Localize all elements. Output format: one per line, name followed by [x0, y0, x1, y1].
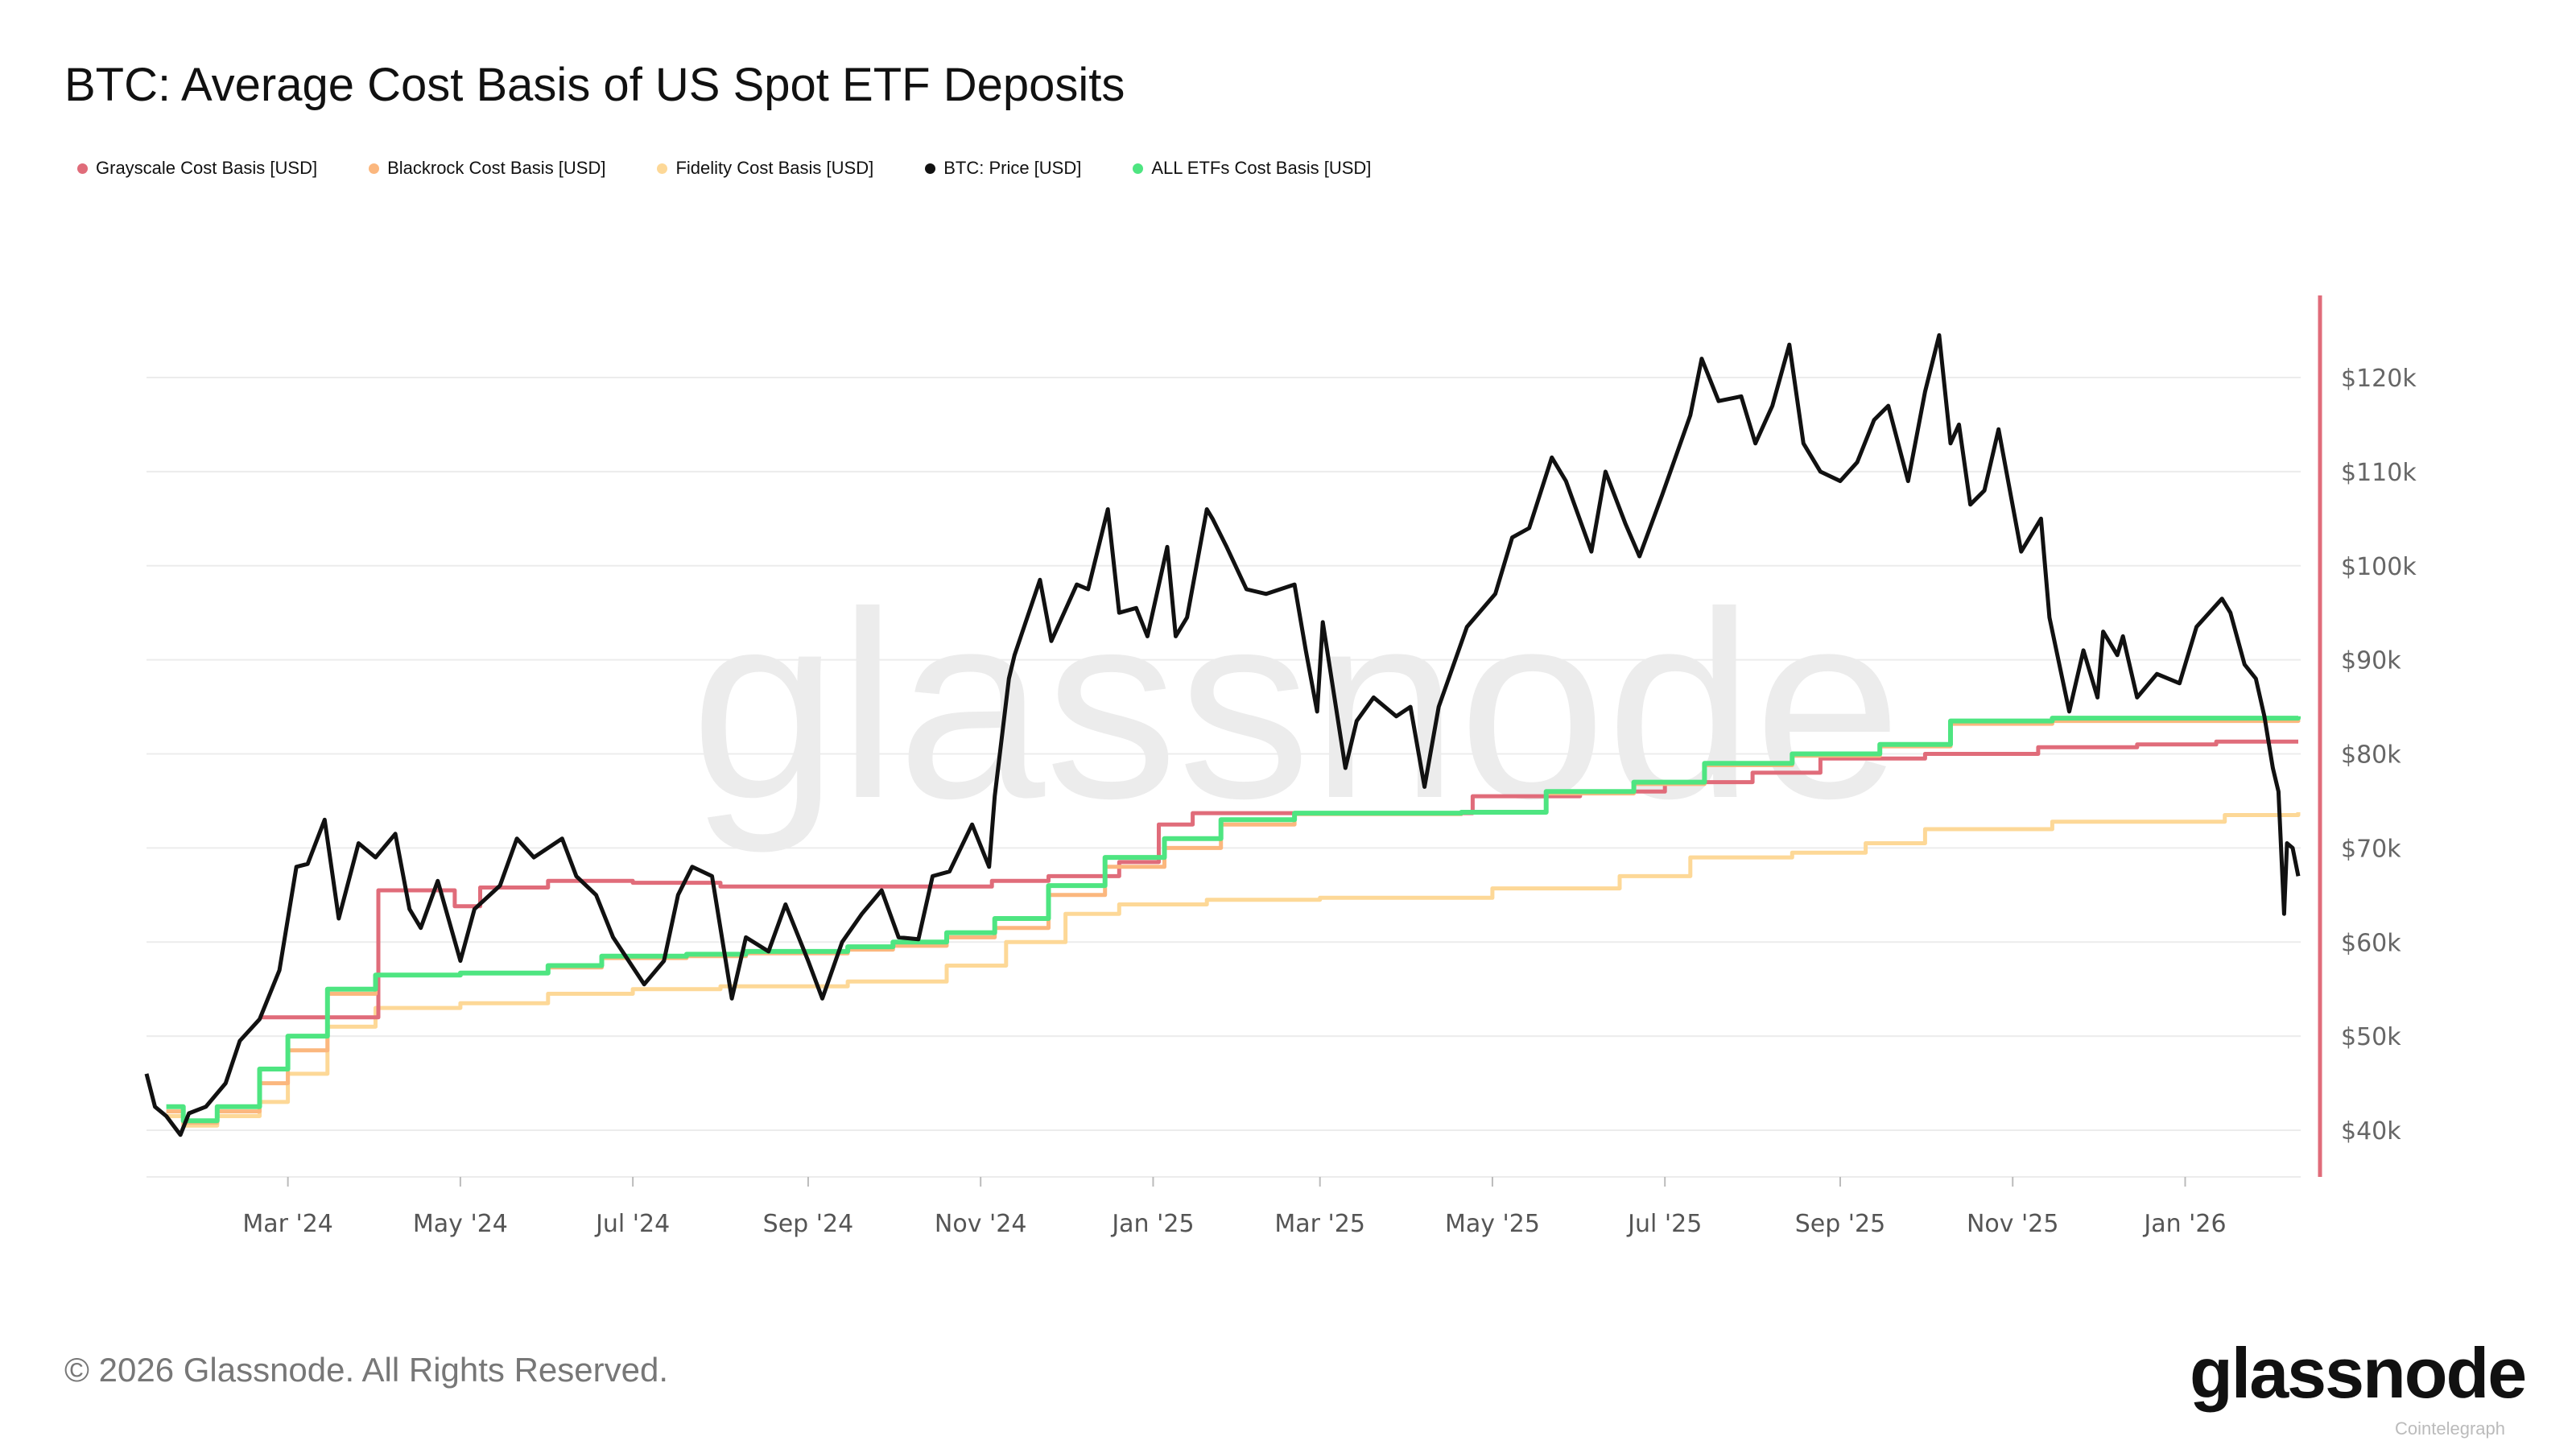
y-tick-label: $100k: [2341, 553, 2417, 581]
x-tick-label: Jul '24: [594, 1210, 670, 1238]
legend-item-fidelity[interactable]: Fidelity Cost Basis [USD]: [657, 158, 873, 179]
legend-label: Blackrock Cost Basis [USD]: [387, 158, 606, 178]
x-tick-label: Jan '26: [2142, 1210, 2226, 1238]
series-line-all-etfs-cost-basis-usd: [166, 716, 2301, 1124]
x-tick-label: Nov '24: [935, 1210, 1027, 1238]
legend-item-grayscale[interactable]: Grayscale Cost Basis [USD]: [77, 158, 317, 179]
legend-dot: [1133, 163, 1144, 174]
legend-item-all-etfs[interactable]: ALL ETFs Cost Basis [USD]: [1133, 158, 1371, 179]
y-tick-label: $90k: [2341, 647, 2401, 675]
glassnode-logo: glassnode: [2190, 1333, 2527, 1413]
legend-dot: [369, 163, 380, 174]
legend-label: BTC: Price [USD]: [943, 158, 1082, 178]
y-tick-label: $80k: [2341, 741, 2401, 770]
x-tick-label: Sep '25: [1795, 1210, 1886, 1238]
x-tick-label: Jul '25: [1626, 1210, 1702, 1238]
x-tick-label: May '24: [413, 1210, 508, 1238]
legend-dot: [925, 163, 936, 174]
series-line-fidelity-cost-basis-usd: [166, 812, 2301, 1128]
x-tick-label: Jan '25: [1110, 1210, 1194, 1238]
series-line-btc-price-usd: [144, 332, 2301, 1137]
series-line-grayscale-cost-basis-usd: [259, 739, 2298, 1020]
legend-label: Fidelity Cost Basis [USD]: [675, 158, 874, 178]
x-tick-label: Mar '25: [1274, 1210, 1365, 1238]
legend-item-blackrock[interactable]: Blackrock Cost Basis [USD]: [369, 158, 605, 179]
legend: Grayscale Cost Basis [USD] Blackrock Cos…: [77, 158, 1371, 179]
x-tick-label: Nov '25: [1967, 1210, 2059, 1238]
legend-dot: [77, 163, 88, 174]
chart-title: BTC: Average Cost Basis of US Spot ETF D…: [64, 59, 1125, 111]
y-tick-label: $50k: [2341, 1023, 2401, 1051]
copyright: © 2026 Glassnode. All Rights Reserved.: [64, 1351, 669, 1389]
y-tick-label: $120k: [2341, 365, 2417, 393]
x-tick-label: Sep '24: [763, 1210, 854, 1238]
legend-label: Grayscale Cost Basis [USD]: [96, 158, 318, 178]
legend-dot: [657, 163, 668, 174]
y-tick-label: $110k: [2341, 459, 2417, 487]
y-tick-label: $60k: [2341, 929, 2401, 957]
cointelegraph-credit: Cointelegraph: [2395, 1418, 2505, 1439]
x-tick-label: May '25: [1445, 1210, 1540, 1238]
x-tick-label: Mar '24: [242, 1210, 333, 1238]
legend-item-btc-price[interactable]: BTC: Price [USD]: [925, 158, 1081, 179]
watermark: glassnode: [691, 556, 1902, 855]
y-tick-label: $70k: [2341, 835, 2401, 863]
legend-label: ALL ETFs Cost Basis [USD]: [1151, 158, 1372, 178]
y-tick-label: $40k: [2341, 1117, 2401, 1146]
